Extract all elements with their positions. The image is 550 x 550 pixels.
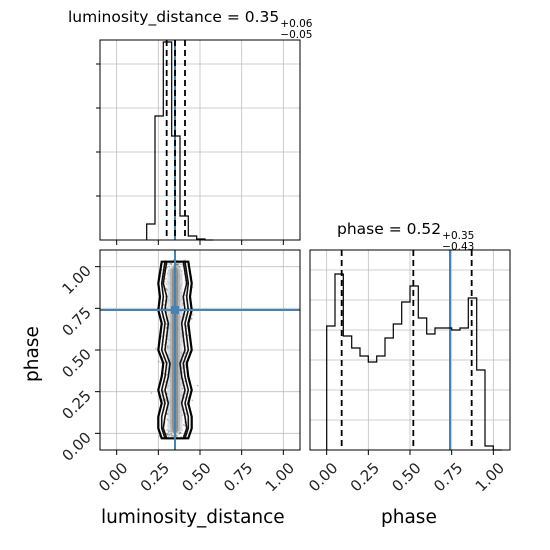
truth-marker xyxy=(171,306,179,314)
scatter-point xyxy=(175,263,178,266)
scatter-point xyxy=(180,435,182,438)
panel-c-ytick-label-1: 0.25 xyxy=(58,387,94,423)
scatter-point xyxy=(166,434,169,436)
xlabel-phase: phase xyxy=(381,507,437,528)
scatter-point xyxy=(162,372,165,375)
panel-c-xtick-label-0: 0.00 xyxy=(95,459,131,495)
scatter-point xyxy=(150,392,153,394)
xlabel-luminosity-distance: luminosity_distance xyxy=(101,507,285,528)
scatter-point xyxy=(191,399,194,402)
scatter-point xyxy=(170,432,172,435)
scatter-point xyxy=(176,263,179,266)
contour-level-3 xyxy=(157,260,193,440)
title-luminosity-distance: luminosity_distance = 0.35 +0.06 −0.05 xyxy=(68,8,313,42)
scatter-point xyxy=(168,433,171,436)
title-phase: phase = 0.52 +0.35 −0.43 xyxy=(337,220,475,254)
scatter-point xyxy=(170,263,173,265)
scatter-point xyxy=(176,263,178,266)
scatter-point xyxy=(161,335,163,338)
scatter-point xyxy=(167,433,169,436)
scatter-point xyxy=(162,389,165,392)
scatter-point xyxy=(196,384,199,387)
panel-c-xtick-label-1: 0.25 xyxy=(137,459,173,495)
scatter-point xyxy=(167,435,170,438)
scatter-point xyxy=(176,434,179,437)
hist-phase xyxy=(326,273,502,451)
panel-d-xtick-label-0: 0.00 xyxy=(305,459,341,495)
scatter-point xyxy=(184,412,187,415)
scatter-point xyxy=(170,435,173,438)
scatter-point xyxy=(186,325,188,328)
scatter-point xyxy=(165,287,168,290)
scatter-point xyxy=(175,263,178,266)
scatter-point xyxy=(166,429,169,431)
scatter-point xyxy=(182,423,185,426)
scatter-point xyxy=(179,432,182,434)
scatter-point xyxy=(186,334,189,337)
scatter-point xyxy=(163,303,166,306)
scatter-point xyxy=(168,262,171,265)
panel-c-ytick-label-0: 0.00 xyxy=(58,428,94,464)
scatter-point xyxy=(178,433,181,435)
ylabel-phase: phase xyxy=(22,326,43,382)
panel-d-xtick-label-4: 1.00 xyxy=(472,459,508,495)
scatter-point xyxy=(165,373,168,376)
scatter-point xyxy=(176,263,178,266)
scatter-point xyxy=(170,433,173,435)
scatter-point xyxy=(171,434,174,437)
scatter-point xyxy=(165,432,168,435)
scatter-point xyxy=(192,313,194,316)
scatter-point xyxy=(166,266,169,269)
panel-d-xtick-label-1: 0.25 xyxy=(347,459,383,495)
scatter-point xyxy=(162,391,165,394)
scatter-point xyxy=(184,352,187,355)
scatter-point xyxy=(167,431,170,434)
panel-c-xtick-label-3: 0.75 xyxy=(220,459,256,495)
scatter-point xyxy=(172,259,175,261)
hist-luminosity-distance xyxy=(146,41,214,241)
scatter-point xyxy=(177,262,180,265)
scatter-point xyxy=(184,351,187,354)
panel-c-ytick-label-3: 0.75 xyxy=(58,303,94,339)
scatter-point xyxy=(165,278,167,280)
scatter-point xyxy=(164,380,167,383)
scatter-point xyxy=(168,265,171,268)
scatter-point xyxy=(170,262,173,265)
panel-c-xtick-label-2: 0.50 xyxy=(178,459,214,495)
scatter-point xyxy=(170,263,173,266)
scatter-point xyxy=(165,288,168,291)
panel-c-xtick-label-4: 1.00 xyxy=(262,459,298,495)
scatter-point xyxy=(165,283,168,285)
scatter-point xyxy=(190,317,193,320)
scatter-point xyxy=(165,322,168,325)
panel-c-ytick-label-4: 1.00 xyxy=(58,262,94,298)
scatter-point xyxy=(177,263,180,266)
scatter-point xyxy=(154,347,157,350)
scatter-point xyxy=(160,362,163,364)
panel-d-xtick-label-3: 0.75 xyxy=(430,459,466,495)
scatter-point xyxy=(175,435,178,438)
scatter-point xyxy=(170,434,173,437)
scatter-point xyxy=(157,360,160,363)
scatter-point xyxy=(158,435,161,438)
scatter-point xyxy=(190,317,193,320)
scatter-point xyxy=(163,343,166,346)
panel-c-ytick-label-2: 0.50 xyxy=(58,345,94,381)
scatter-point xyxy=(172,434,175,437)
scatter-point xyxy=(177,264,180,267)
panel-d-xtick-label-2: 0.50 xyxy=(388,459,424,495)
scatter-point xyxy=(180,263,182,266)
scatter-point xyxy=(168,434,171,436)
scatter-point xyxy=(166,263,169,266)
scatter-point xyxy=(172,264,175,267)
scatter-point xyxy=(178,265,181,268)
